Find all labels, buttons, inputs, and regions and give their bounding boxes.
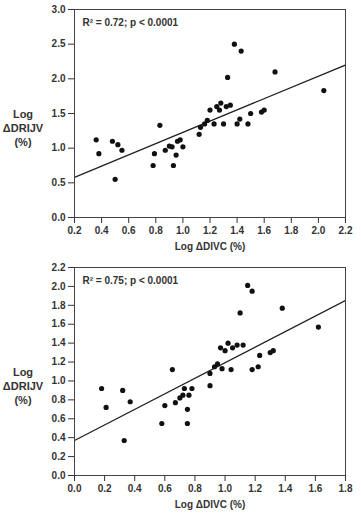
svg-text:0.0: 0.0 bbox=[68, 483, 82, 494]
svg-text:0.2: 0.2 bbox=[68, 225, 82, 236]
svg-text:0.2: 0.2 bbox=[52, 451, 66, 462]
svg-text:1.2: 1.2 bbox=[203, 225, 217, 236]
svg-text:0.8: 0.8 bbox=[149, 225, 163, 236]
svg-text:0.5: 0.5 bbox=[52, 177, 66, 188]
svg-text:1.6: 1.6 bbox=[257, 225, 271, 236]
svg-text:0.0: 0.0 bbox=[52, 470, 66, 481]
svg-text:1.4: 1.4 bbox=[278, 483, 292, 494]
svg-text:1.2: 1.2 bbox=[52, 356, 66, 367]
svg-text:0.4: 0.4 bbox=[128, 483, 142, 494]
svg-text:0.6: 0.6 bbox=[52, 413, 66, 424]
svg-text:0.0: 0.0 bbox=[52, 212, 66, 223]
html-text:Log ΔDRIJV (%): Log ΔDRIJV (%) bbox=[2, 107, 44, 149]
svg-text:1.5: 1.5 bbox=[52, 108, 66, 119]
svg-text:2.5: 2.5 bbox=[52, 38, 66, 49]
svg-text:2.2: 2.2 bbox=[339, 225, 353, 236]
svg-text:Log ΔDIVC (%): Log ΔDIVC (%) bbox=[175, 241, 246, 252]
svg-text:R² = 0.75; p < 0.0001: R² = 0.75; p < 0.0001 bbox=[83, 275, 179, 286]
svg-text:R² = 0.72; p < 0.0001: R² = 0.72; p < 0.0001 bbox=[83, 17, 179, 28]
svg-text:3.0: 3.0 bbox=[52, 4, 66, 15]
svg-text:1.4: 1.4 bbox=[230, 225, 244, 236]
svg-text:1.6: 1.6 bbox=[52, 318, 66, 329]
svg-text:1.8: 1.8 bbox=[284, 225, 298, 236]
svg-text:1.0: 1.0 bbox=[218, 483, 232, 494]
svg-text:2.0: 2.0 bbox=[311, 225, 325, 236]
svg-text:1.6: 1.6 bbox=[308, 483, 322, 494]
svg-text:1.8: 1.8 bbox=[339, 483, 353, 494]
svg-text:0.2: 0.2 bbox=[98, 483, 112, 494]
svg-text:0.6: 0.6 bbox=[158, 483, 172, 494]
svg-text:1.4: 1.4 bbox=[52, 337, 66, 348]
svg-text:0.8: 0.8 bbox=[52, 394, 66, 405]
svg-text:Log ΔDIVC (%): Log ΔDIVC (%) bbox=[175, 499, 246, 510]
svg-text:1.2: 1.2 bbox=[248, 483, 262, 494]
svg-text:2.2: 2.2 bbox=[52, 262, 66, 273]
svg-text:1.0: 1.0 bbox=[176, 225, 190, 236]
svg-text:0.4: 0.4 bbox=[95, 225, 109, 236]
svg-text:2.0: 2.0 bbox=[52, 281, 66, 292]
svg-text:0.4: 0.4 bbox=[52, 432, 66, 443]
svg-text:1.0: 1.0 bbox=[52, 142, 66, 153]
html-text:Log ΔDRIJV (%): Log ΔDRIJV (%) bbox=[2, 365, 44, 407]
svg-text:2.0: 2.0 bbox=[52, 73, 66, 84]
svg-text:1.8: 1.8 bbox=[52, 300, 66, 311]
svg-text:0.8: 0.8 bbox=[188, 483, 202, 494]
svg-text:0.6: 0.6 bbox=[122, 225, 136, 236]
svg-text:1.0: 1.0 bbox=[52, 375, 66, 386]
